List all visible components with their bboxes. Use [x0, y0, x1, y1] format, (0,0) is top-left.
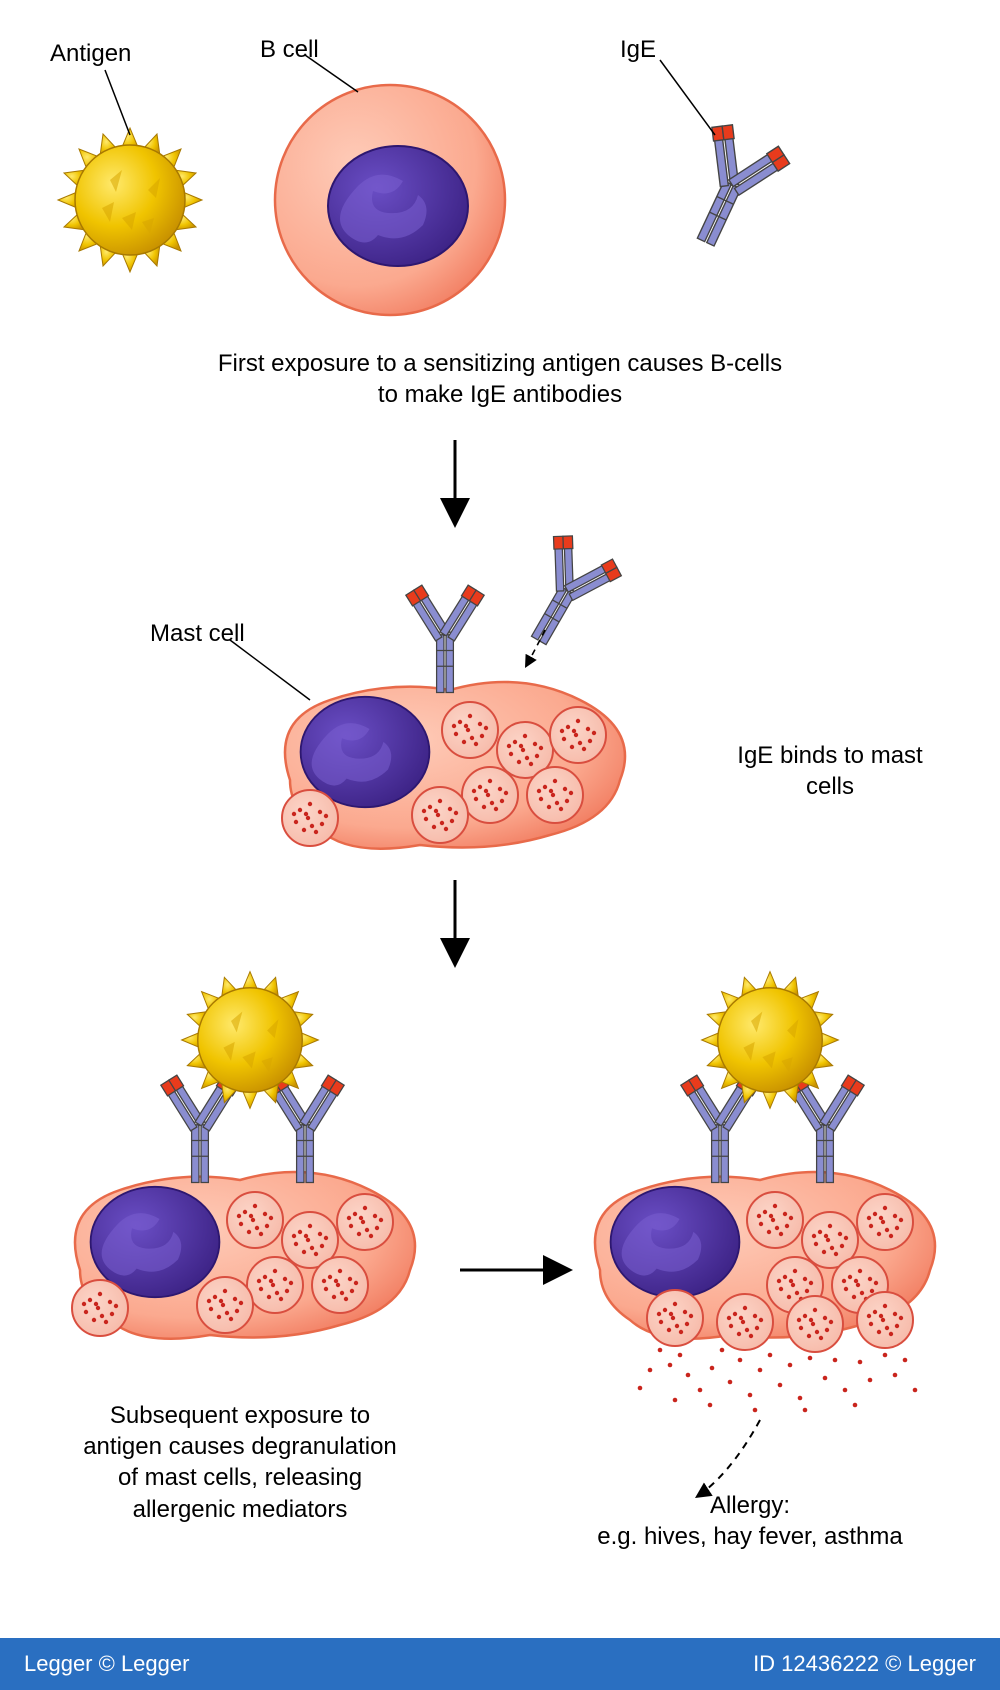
- antigen-icon: [58, 128, 202, 272]
- mastcell-stage1: [282, 528, 626, 849]
- bcell-icon: [275, 85, 505, 315]
- mastcell-label: Mast cell: [150, 620, 245, 648]
- ige-icon: [667, 117, 794, 260]
- caption-first: First exposure to a sensitizing antigen …: [160, 348, 840, 410]
- caption-subsequent: Subsequent exposure toantigen causes deg…: [60, 1400, 420, 1525]
- mastcell-degranulating: [595, 972, 935, 1413]
- footer-left: Legger © Legger: [24, 1651, 189, 1677]
- diagram-canvas: Antigen B cell IgE First exposure to a s…: [0, 0, 1000, 1690]
- antigen-label: Antigen: [50, 40, 131, 68]
- caption-igebinds: IgE binds to mastcells: [700, 740, 960, 802]
- bcell-label: B cell: [260, 36, 319, 64]
- footer-bar: Legger © Legger ID 12436222 © Legger: [0, 1638, 1000, 1690]
- mastcell-stage2: [72, 972, 415, 1339]
- footer-right: ID 12436222 © Legger: [753, 1651, 976, 1677]
- caption-allergy: Allergy:e.g. hives, hay fever, asthma: [560, 1490, 940, 1552]
- ige-label: IgE: [620, 36, 656, 64]
